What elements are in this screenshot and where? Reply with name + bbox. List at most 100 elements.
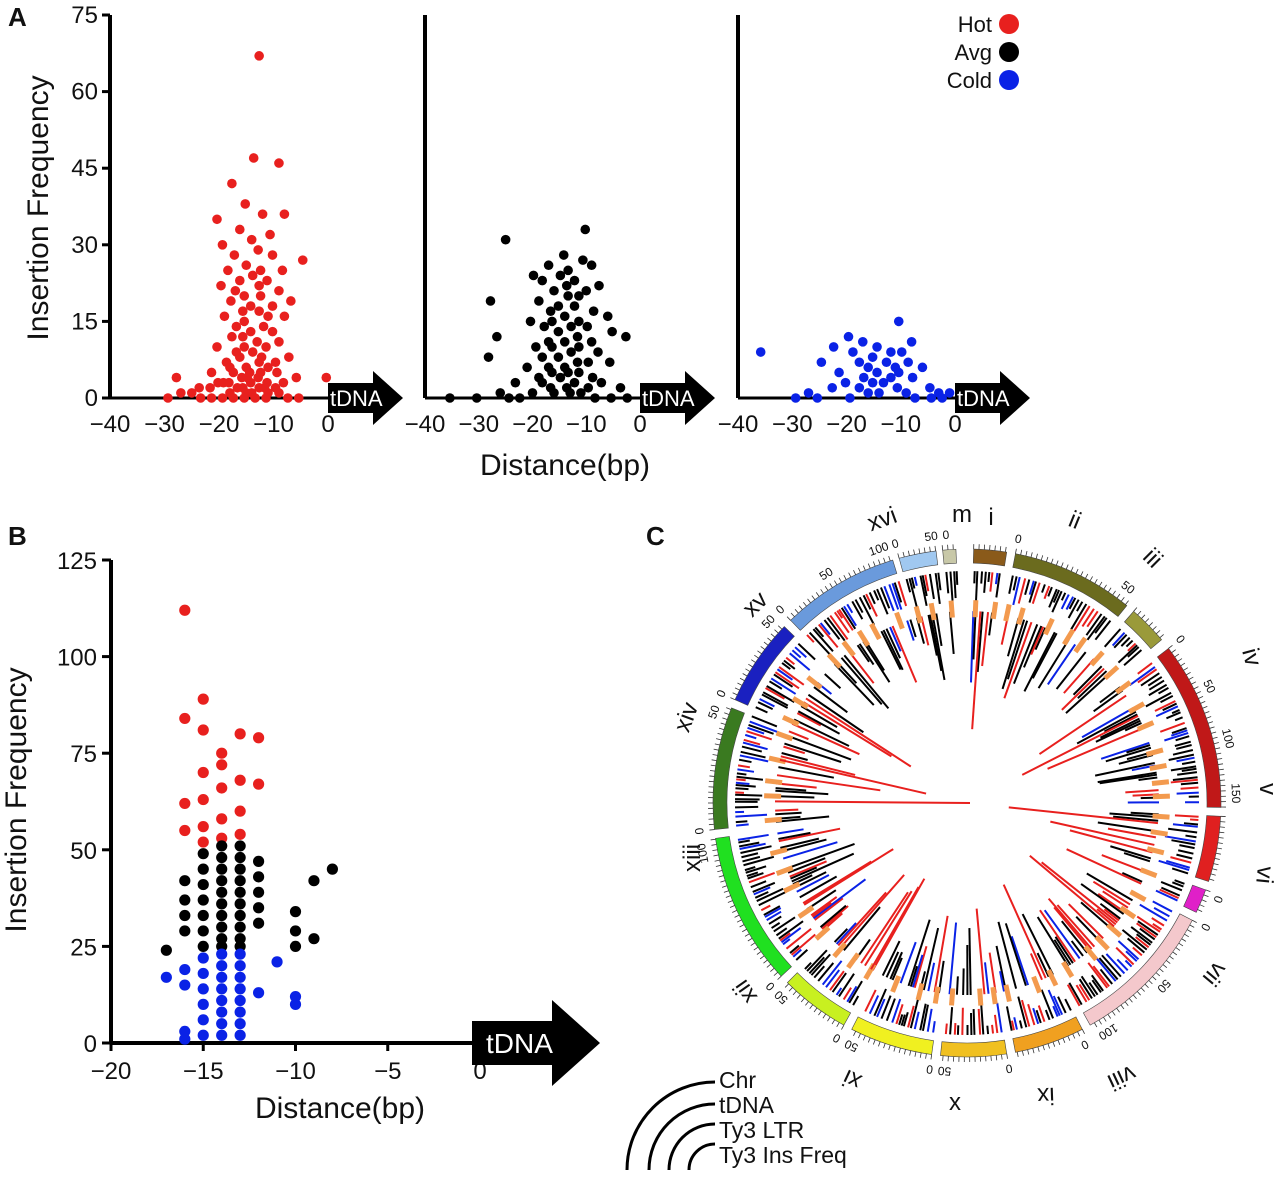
minor-tick <box>1020 549 1023 555</box>
tdna-track-mark <box>921 575 928 597</box>
ty3-ins-freq-spike <box>870 886 920 970</box>
data-point <box>565 388 575 398</box>
minor-tick <box>1045 556 1049 562</box>
data-point <box>206 393 217 403</box>
data-point-hot <box>179 712 191 725</box>
ty3-ltr-mark <box>1152 813 1170 820</box>
data-point-hot <box>197 821 209 833</box>
ty3-ins-freq-mark <box>775 782 817 789</box>
data-point-cold <box>234 948 246 960</box>
ty3-ins-freq-mark <box>1123 852 1151 863</box>
tdna-track-mark <box>913 576 918 586</box>
tdna-track-mark <box>742 855 761 863</box>
data-point <box>528 270 539 281</box>
data-point <box>279 209 290 219</box>
minor-tick <box>878 559 881 565</box>
tdna-track-mark <box>1041 584 1046 593</box>
chromosome-tick-label: 0 <box>890 536 900 551</box>
tdna-track-mark <box>1051 590 1063 613</box>
tdna-track-mark <box>987 571 991 583</box>
x-tick-label: −30 <box>144 411 185 438</box>
data-point <box>263 311 273 322</box>
data-point-avg <box>197 878 209 891</box>
ty3-ins-freq-mark <box>800 705 838 728</box>
data-point <box>522 362 532 373</box>
data-point-avg <box>253 902 265 914</box>
data-point <box>485 296 496 306</box>
minor-tick <box>716 738 722 741</box>
ty3-ins-freq-mark <box>1010 935 1030 986</box>
chromosome-tick-label: 50 <box>705 703 723 721</box>
y-tick-label: 0 <box>85 385 98 412</box>
tdna-track-mark <box>736 778 746 782</box>
tdna-track-mark <box>1171 709 1180 715</box>
tdna-track-mark <box>838 608 854 631</box>
ty3-ltr-mark <box>1043 617 1055 636</box>
data-point-cold <box>234 1029 246 1041</box>
data-point <box>553 352 564 362</box>
tdna-track-mark <box>766 910 782 921</box>
data-point-avg <box>216 940 228 953</box>
tdna-track-mark <box>1078 983 1091 1001</box>
tdna-track-mark <box>880 587 891 609</box>
ty3-ins-freq-mark <box>793 718 850 747</box>
data-point-hot <box>216 747 228 759</box>
data-point <box>580 224 591 235</box>
track-key-arc <box>687 1142 716 1171</box>
minor-tick <box>872 1039 876 1045</box>
data-point <box>572 357 583 368</box>
x-tick-label: −30 <box>772 411 813 438</box>
tdna-track-mark <box>1043 585 1051 600</box>
ty3-ltr-mark <box>1061 628 1076 646</box>
minor-tick <box>1055 560 1059 566</box>
data-point-hot <box>216 782 228 794</box>
tdna-track-mark <box>741 852 759 859</box>
data-point-cold <box>216 994 228 1007</box>
data-point <box>229 250 240 260</box>
panel-b-x-axis-label: Distance(bp) <box>255 1092 425 1125</box>
tdna-track-mark <box>1066 984 1081 1007</box>
ty3-ins-freq-mark <box>976 611 984 673</box>
tdna-track-mark <box>835 987 843 996</box>
ty3-ltr-mark <box>1145 747 1164 757</box>
minor-tick <box>751 659 756 663</box>
chromosome-tick-label: 100 <box>867 539 891 559</box>
chromosome-tick-label: 0 <box>1198 921 1214 934</box>
minor-tick <box>732 692 738 696</box>
data-point <box>549 388 559 398</box>
tdna-track-mark <box>1171 727 1187 734</box>
data-point-cold <box>234 971 246 983</box>
ty3-ins-freq-mark <box>911 954 924 988</box>
chromosome-band <box>786 972 852 1026</box>
minor-tick <box>1137 610 1142 616</box>
data-point-cold <box>234 1006 246 1018</box>
ty3-ins-freq-mark <box>988 952 997 993</box>
tdna-track-mark <box>1052 995 1064 1016</box>
tdna-track-mark <box>1115 946 1135 966</box>
tdna-track-mark <box>995 573 1001 598</box>
data-point <box>910 393 920 403</box>
tdna-track-mark <box>735 793 763 797</box>
ty3-ins-freq-mark <box>777 828 804 835</box>
minor-tick <box>1201 899 1207 903</box>
minor-tick <box>867 1037 871 1043</box>
tdna-track-mark <box>1105 953 1126 975</box>
tdna-track-mark <box>1088 982 1099 996</box>
minor-tick <box>757 650 762 655</box>
ty3-ins-freq-mark <box>864 890 913 967</box>
chromosome-ix: 0 50 ix <box>937 1039 1055 1109</box>
ty3-ins-freq-mark <box>1081 706 1135 739</box>
minor-tick <box>853 1031 857 1036</box>
minor-tick <box>717 870 723 873</box>
tdna-track-mark <box>1154 700 1176 712</box>
y-tick-label: 15 <box>71 308 98 335</box>
tdna-track-mark <box>1064 998 1072 1011</box>
tdna-track-mark <box>740 750 766 759</box>
tdna-track-mark <box>1101 954 1122 978</box>
data-point-hot <box>234 728 246 740</box>
data-point-avg <box>234 933 246 945</box>
ty3-ins-freq-mark <box>1034 627 1047 651</box>
data-point <box>239 393 250 403</box>
minor-tick <box>1035 553 1038 559</box>
